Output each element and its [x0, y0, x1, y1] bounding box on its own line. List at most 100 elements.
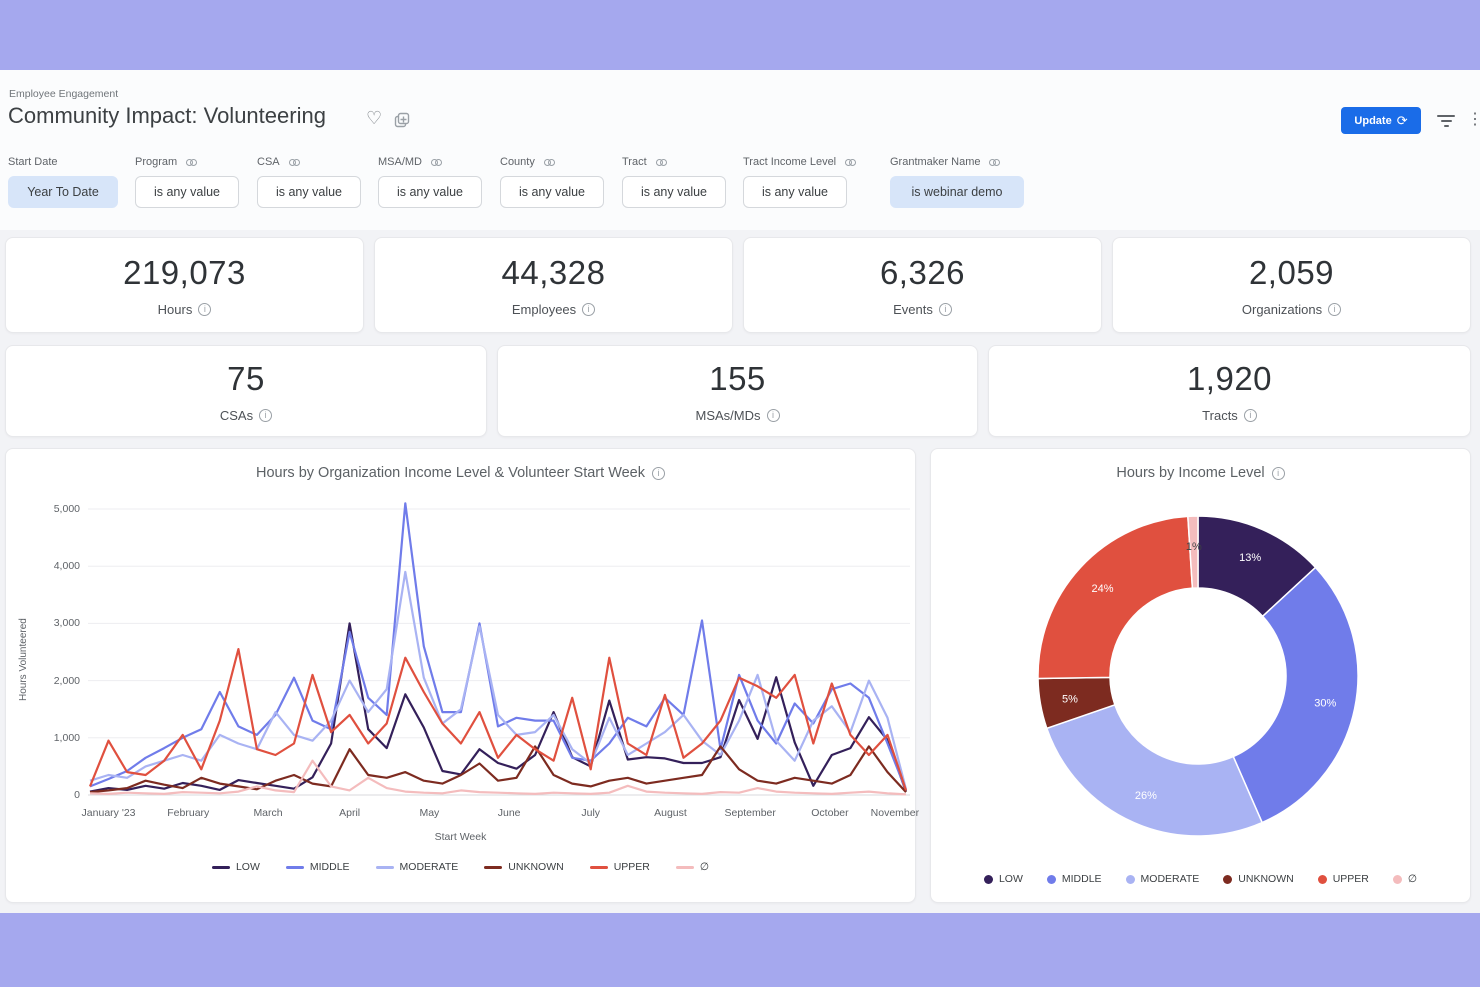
filter-msa-md: MSA/MD is any value	[378, 156, 482, 208]
legend-item[interactable]: MODERATE	[375, 861, 458, 873]
legend-item[interactable]: UNKNOWN	[484, 861, 564, 873]
filter-label: Grantmaker Name	[890, 156, 981, 168]
kpi-label: CSAs	[219, 407, 254, 423]
svg-text:5%: 5%	[1062, 694, 1078, 706]
x-tick-label: June	[497, 807, 521, 819]
filter-value-chip[interactable]: is any value	[743, 176, 847, 208]
info-icon[interactable]: i	[259, 408, 273, 422]
breadcrumb[interactable]: Employee Engagement	[9, 88, 119, 100]
y-tick-label: 0	[74, 789, 80, 801]
filter-label: Program	[135, 156, 178, 168]
x-tick-label: October	[811, 807, 849, 819]
filter-label: MSA/MD	[378, 156, 422, 168]
kpi-tile-events: 6,326 Events i	[743, 237, 1102, 333]
filter-value-chip[interactable]: is any value	[622, 176, 726, 208]
kpi-tile-organizations: 2,059 Organizations i	[1112, 237, 1471, 333]
y-tick-label: 4,000	[53, 560, 80, 573]
y-tick-label: 2,000	[53, 674, 80, 687]
svg-text:13%: 13%	[1239, 552, 1261, 564]
kpi-label: MSAs/MDs	[695, 407, 761, 423]
favorite-heart-icon[interactable]: ♡	[366, 108, 383, 128]
link-icon	[655, 158, 667, 166]
y-tick-label: 3,000	[53, 617, 80, 630]
filter-start-date: Start Date Year To Date	[8, 156, 118, 208]
legend-item[interactable]: UPPER	[1317, 873, 1369, 885]
kpi-tile-hours: 219,073 Hours i	[5, 237, 364, 333]
info-icon[interactable]: i	[198, 302, 212, 316]
filter-value-chip[interactable]: Year To Date	[8, 176, 118, 208]
kpi-value: 1,920	[1186, 359, 1273, 397]
more-options-icon[interactable]: ⋮	[1467, 111, 1480, 128]
svg-text:24%: 24%	[1091, 583, 1113, 595]
info-icon[interactable]: i	[766, 408, 780, 422]
kpi-value: 155	[709, 359, 766, 397]
kpi-label: Events	[893, 301, 933, 317]
link-icon	[288, 158, 300, 166]
kpi-label: Organizations	[1241, 301, 1323, 317]
kpi-tile-msas-mds: 155 MSAs/MDs i	[497, 345, 978, 437]
line-chart-card: Hours by Organization Income Level & Vol…	[5, 448, 919, 903]
filter-value-chip[interactable]: is any value	[135, 176, 239, 208]
legend-item[interactable]: LOW	[983, 873, 1023, 885]
legend-item[interactable]: UPPER	[589, 861, 650, 873]
y-tick-label: 1,000	[53, 731, 80, 744]
x-tick-label: February	[167, 807, 210, 819]
svg-text:1%: 1%	[1186, 541, 1202, 553]
x-axis-label: Start Week	[434, 831, 487, 843]
filter-tract: Tract is any value	[622, 156, 726, 208]
legend-item[interactable]: UNKNOWN	[1223, 873, 1294, 885]
kpi-tile-tracts: 1,920 Tracts i	[988, 345, 1471, 437]
filter-label: CSA	[257, 156, 280, 168]
filter-label: Start Date	[8, 156, 58, 168]
x-tick-label: November	[870, 807, 920, 819]
top-band	[0, 0, 1480, 70]
x-tick-label: March	[253, 807, 283, 819]
kpi-label: Tracts	[1202, 407, 1238, 423]
kpi-value: 2,059	[1248, 253, 1335, 291]
kpi-value: 6,326	[879, 253, 966, 291]
x-tick-label: May	[419, 807, 440, 819]
filter-tract-income-level: Tract Income Level is any value	[743, 156, 857, 208]
filter-value-chip[interactable]: is webinar demo	[890, 176, 1024, 208]
kpi-value: 75	[227, 359, 265, 397]
link-icon	[543, 158, 555, 166]
kpi-tile-employees: 44,328 Employees i	[374, 237, 733, 333]
donut-chart-plot[interactable]: 13% 30% 26% 5% 24% 1%	[1031, 509, 1365, 843]
info-icon[interactable]: i	[1243, 408, 1257, 422]
copy-dashboard-icon[interactable]	[394, 112, 410, 133]
legend-item[interactable]: ∅	[675, 861, 709, 873]
info-icon[interactable]: i	[938, 302, 952, 316]
line-chart-title: Hours by Organization Income Level & Vol…	[255, 465, 645, 481]
legend-item[interactable]: LOW	[211, 861, 260, 873]
filter-value-chip[interactable]: is any value	[378, 176, 482, 208]
legend-item[interactable]: MIDDLE	[285, 861, 350, 873]
filter-value-chip[interactable]: is any value	[500, 176, 604, 208]
legend-item[interactable]: MIDDLE	[1046, 873, 1102, 885]
link-icon	[431, 158, 442, 166]
bottom-band	[0, 913, 1480, 987]
info-icon[interactable]: i	[582, 302, 596, 316]
header-background	[0, 70, 1480, 230]
update-button[interactable]: Update ⟳	[1341, 107, 1421, 134]
info-icon[interactable]: i	[1328, 302, 1342, 316]
kpi-value: 219,073	[123, 253, 246, 291]
donut-legend: LOW MIDDLE MODERATE UNKNOWN UPPER ∅	[931, 873, 1470, 885]
filter-value-chip[interactable]: is any value	[257, 176, 361, 208]
y-axis-label: Hours Volunteered	[18, 618, 29, 701]
filter-label: Tract Income Level	[743, 156, 837, 168]
info-icon[interactable]: i	[1271, 466, 1285, 480]
legend-item[interactable]: MODERATE	[1125, 873, 1199, 885]
line-chart-plot[interactable]	[88, 501, 910, 803]
legend-item[interactable]: ∅	[1392, 873, 1417, 885]
filter-grantmaker-name: Grantmaker Name is webinar demo	[890, 156, 1024, 208]
link-icon	[845, 158, 857, 166]
donut-chart-card: Hours by Income Level i 13% 30% 26% 5% 24% 1%…	[930, 448, 1471, 903]
filters-menu-icon[interactable]	[1437, 115, 1455, 130]
x-tick-label: August	[654, 807, 687, 819]
x-tick-label: September	[724, 807, 776, 819]
kpi-tile-csas: 75 CSAs i	[5, 345, 487, 437]
filter-program: Program is any value	[135, 156, 239, 208]
info-icon[interactable]: i	[652, 466, 665, 480]
svg-text:30%: 30%	[1314, 698, 1336, 710]
